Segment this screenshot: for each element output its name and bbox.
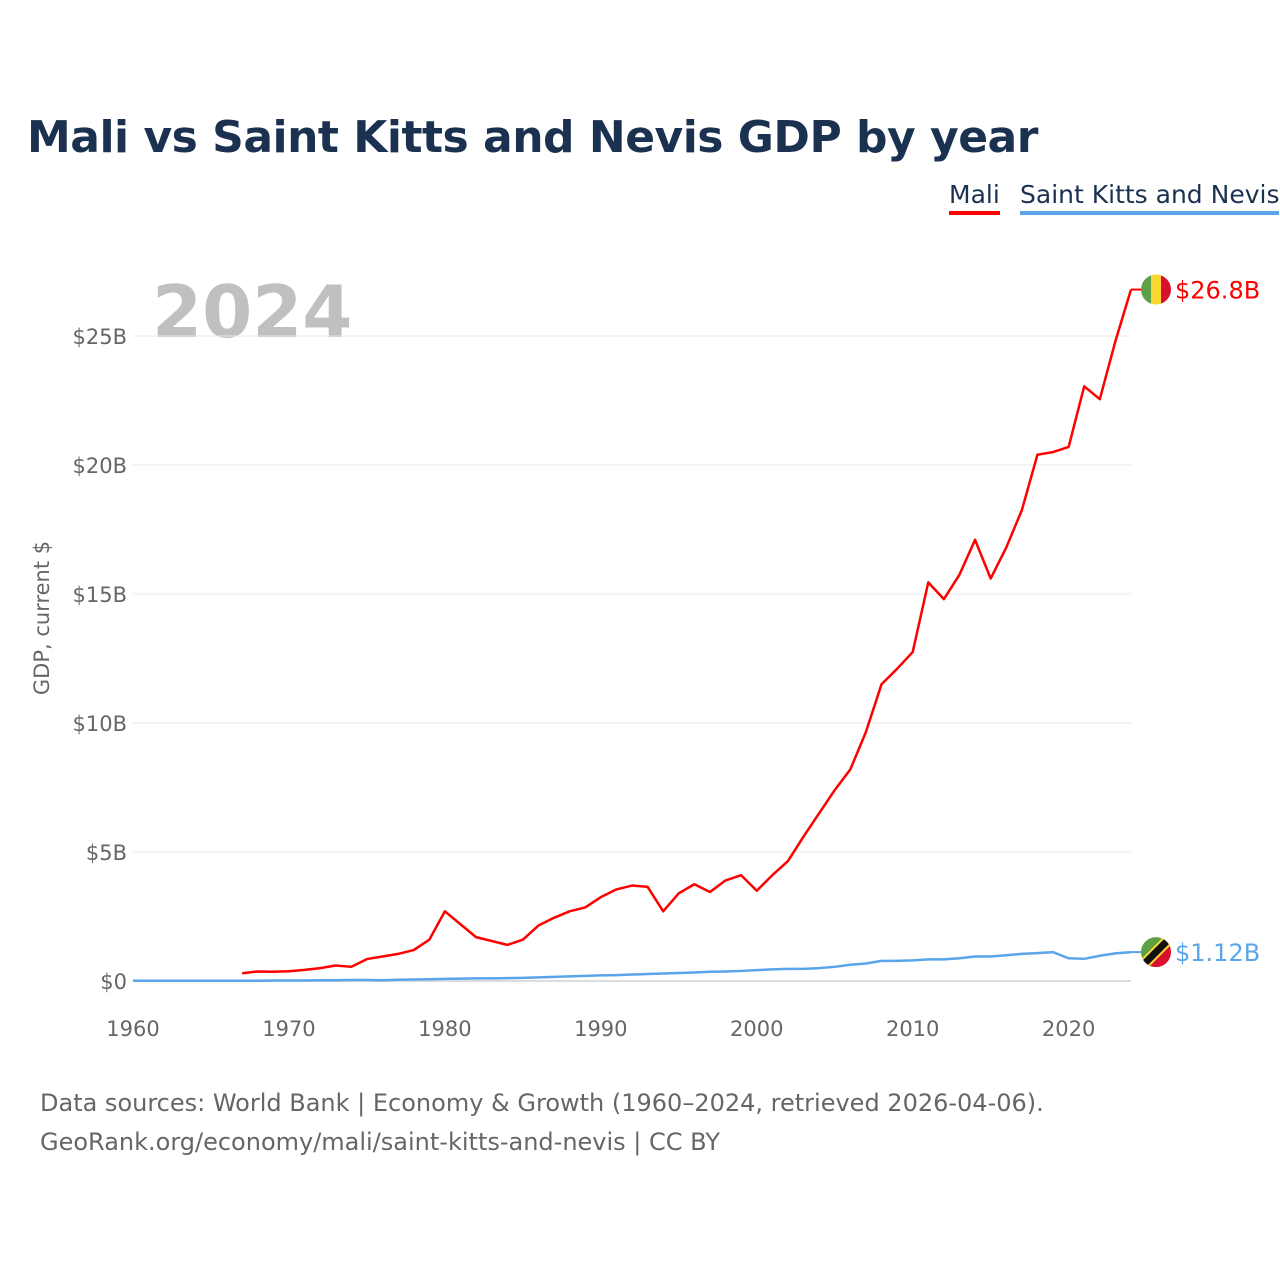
y-tick-label: $25B (73, 325, 128, 349)
x-tick-label: 1960 (106, 1017, 159, 1041)
source-note: Data sources: World Bank | Economy & Gro… (40, 1084, 1044, 1162)
source-line-2[interactable]: GeoRank.org/economy/mali/saint-kitts-and… (40, 1128, 720, 1156)
legend-item-mali[interactable]: Mali (949, 180, 1000, 215)
x-tick-label: 2000 (730, 1017, 783, 1041)
x-tick-label: 1980 (418, 1017, 471, 1041)
y-tick-label: $15B (73, 583, 128, 607)
mali-flag-icon (1141, 274, 1171, 305)
source-line-1: Data sources: World Bank | Economy & Gro… (40, 1089, 1044, 1117)
end-value-label: $26.8B (1175, 277, 1260, 305)
x-tick-label: 2010 (886, 1017, 939, 1041)
y-tick-label: $20B (73, 454, 128, 478)
series-line-saint-kitts-and-nevis (133, 950, 1132, 982)
x-tick-label: 1990 (574, 1017, 627, 1041)
y-tick-label: $5B (86, 841, 127, 865)
year-label: 2024 (152, 270, 353, 354)
chart-title: Mali vs Saint Kitts and Nevis GDP by yea… (27, 112, 1038, 163)
series-line-mali (242, 289, 1133, 975)
legend-item-saint-kitts-and-nevis[interactable]: Saint Kitts and Nevis (1020, 180, 1280, 215)
saint-kitts-and-nevis-flag-icon (1141, 937, 1171, 968)
x-tick-label: 1970 (262, 1017, 315, 1041)
x-tick-label: 2020 (1042, 1017, 1095, 1041)
y-tick-label: $0 (100, 970, 127, 994)
y-tick-label: $10B (73, 712, 128, 736)
end-value-label: $1.12B (1175, 939, 1260, 967)
